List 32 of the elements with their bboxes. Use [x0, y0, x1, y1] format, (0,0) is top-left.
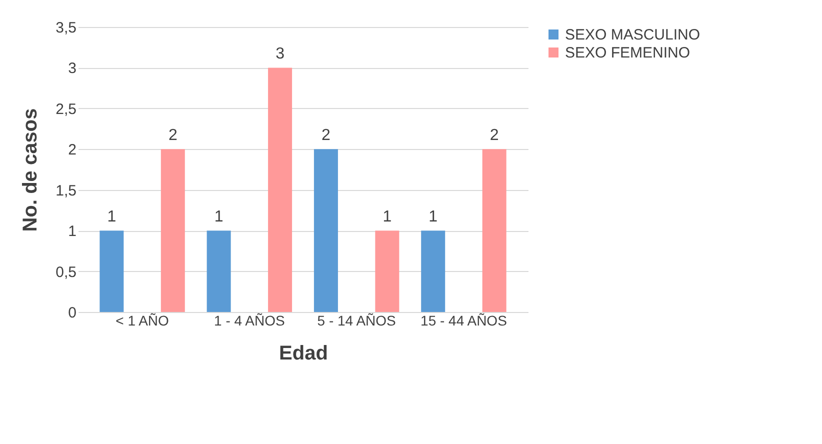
x-tick-label: 15 - 44 AÑOS: [420, 312, 507, 328]
data-label: 1: [107, 208, 116, 226]
y-tick-label: 0,5: [56, 264, 76, 281]
legend-label: SEXO FEMENINO: [565, 44, 690, 62]
y-tick-label: 3: [68, 60, 76, 78]
x-axis-title: Edad: [279, 342, 328, 364]
legend-label: SEXO MASCULINO: [565, 26, 700, 44]
bar: [206, 230, 231, 312]
data-label: 3: [276, 46, 285, 63]
bar: [100, 230, 124, 312]
x-tick-label: 5 - 14 AÑOS: [317, 312, 396, 328]
data-label: 1: [382, 208, 392, 226]
bar: [375, 230, 400, 312]
data-label: 1: [428, 208, 438, 226]
bar: [268, 68, 292, 312]
bar: [482, 149, 506, 312]
data-label: 2: [322, 127, 331, 144]
bar: [160, 149, 185, 312]
bar: [314, 149, 338, 312]
y-tick-label: 0: [68, 304, 76, 322]
x-tick-label: < 1 AÑO: [116, 312, 170, 328]
y-tick-label: 2,5: [56, 100, 76, 118]
y-tick-label: 1,5: [56, 182, 76, 200]
x-tick-label: 1 - 4 AÑOS: [214, 312, 285, 328]
data-label: 2: [490, 127, 499, 144]
bar: [421, 230, 446, 312]
data-label: 1: [214, 208, 224, 226]
y-tick-label: 1: [68, 223, 76, 240]
y-tick-label: 3,5: [56, 20, 76, 36]
y-axis-title: No. de casos: [20, 108, 42, 232]
data-label: 2: [168, 127, 178, 144]
y-tick-label: 2: [68, 142, 76, 159]
